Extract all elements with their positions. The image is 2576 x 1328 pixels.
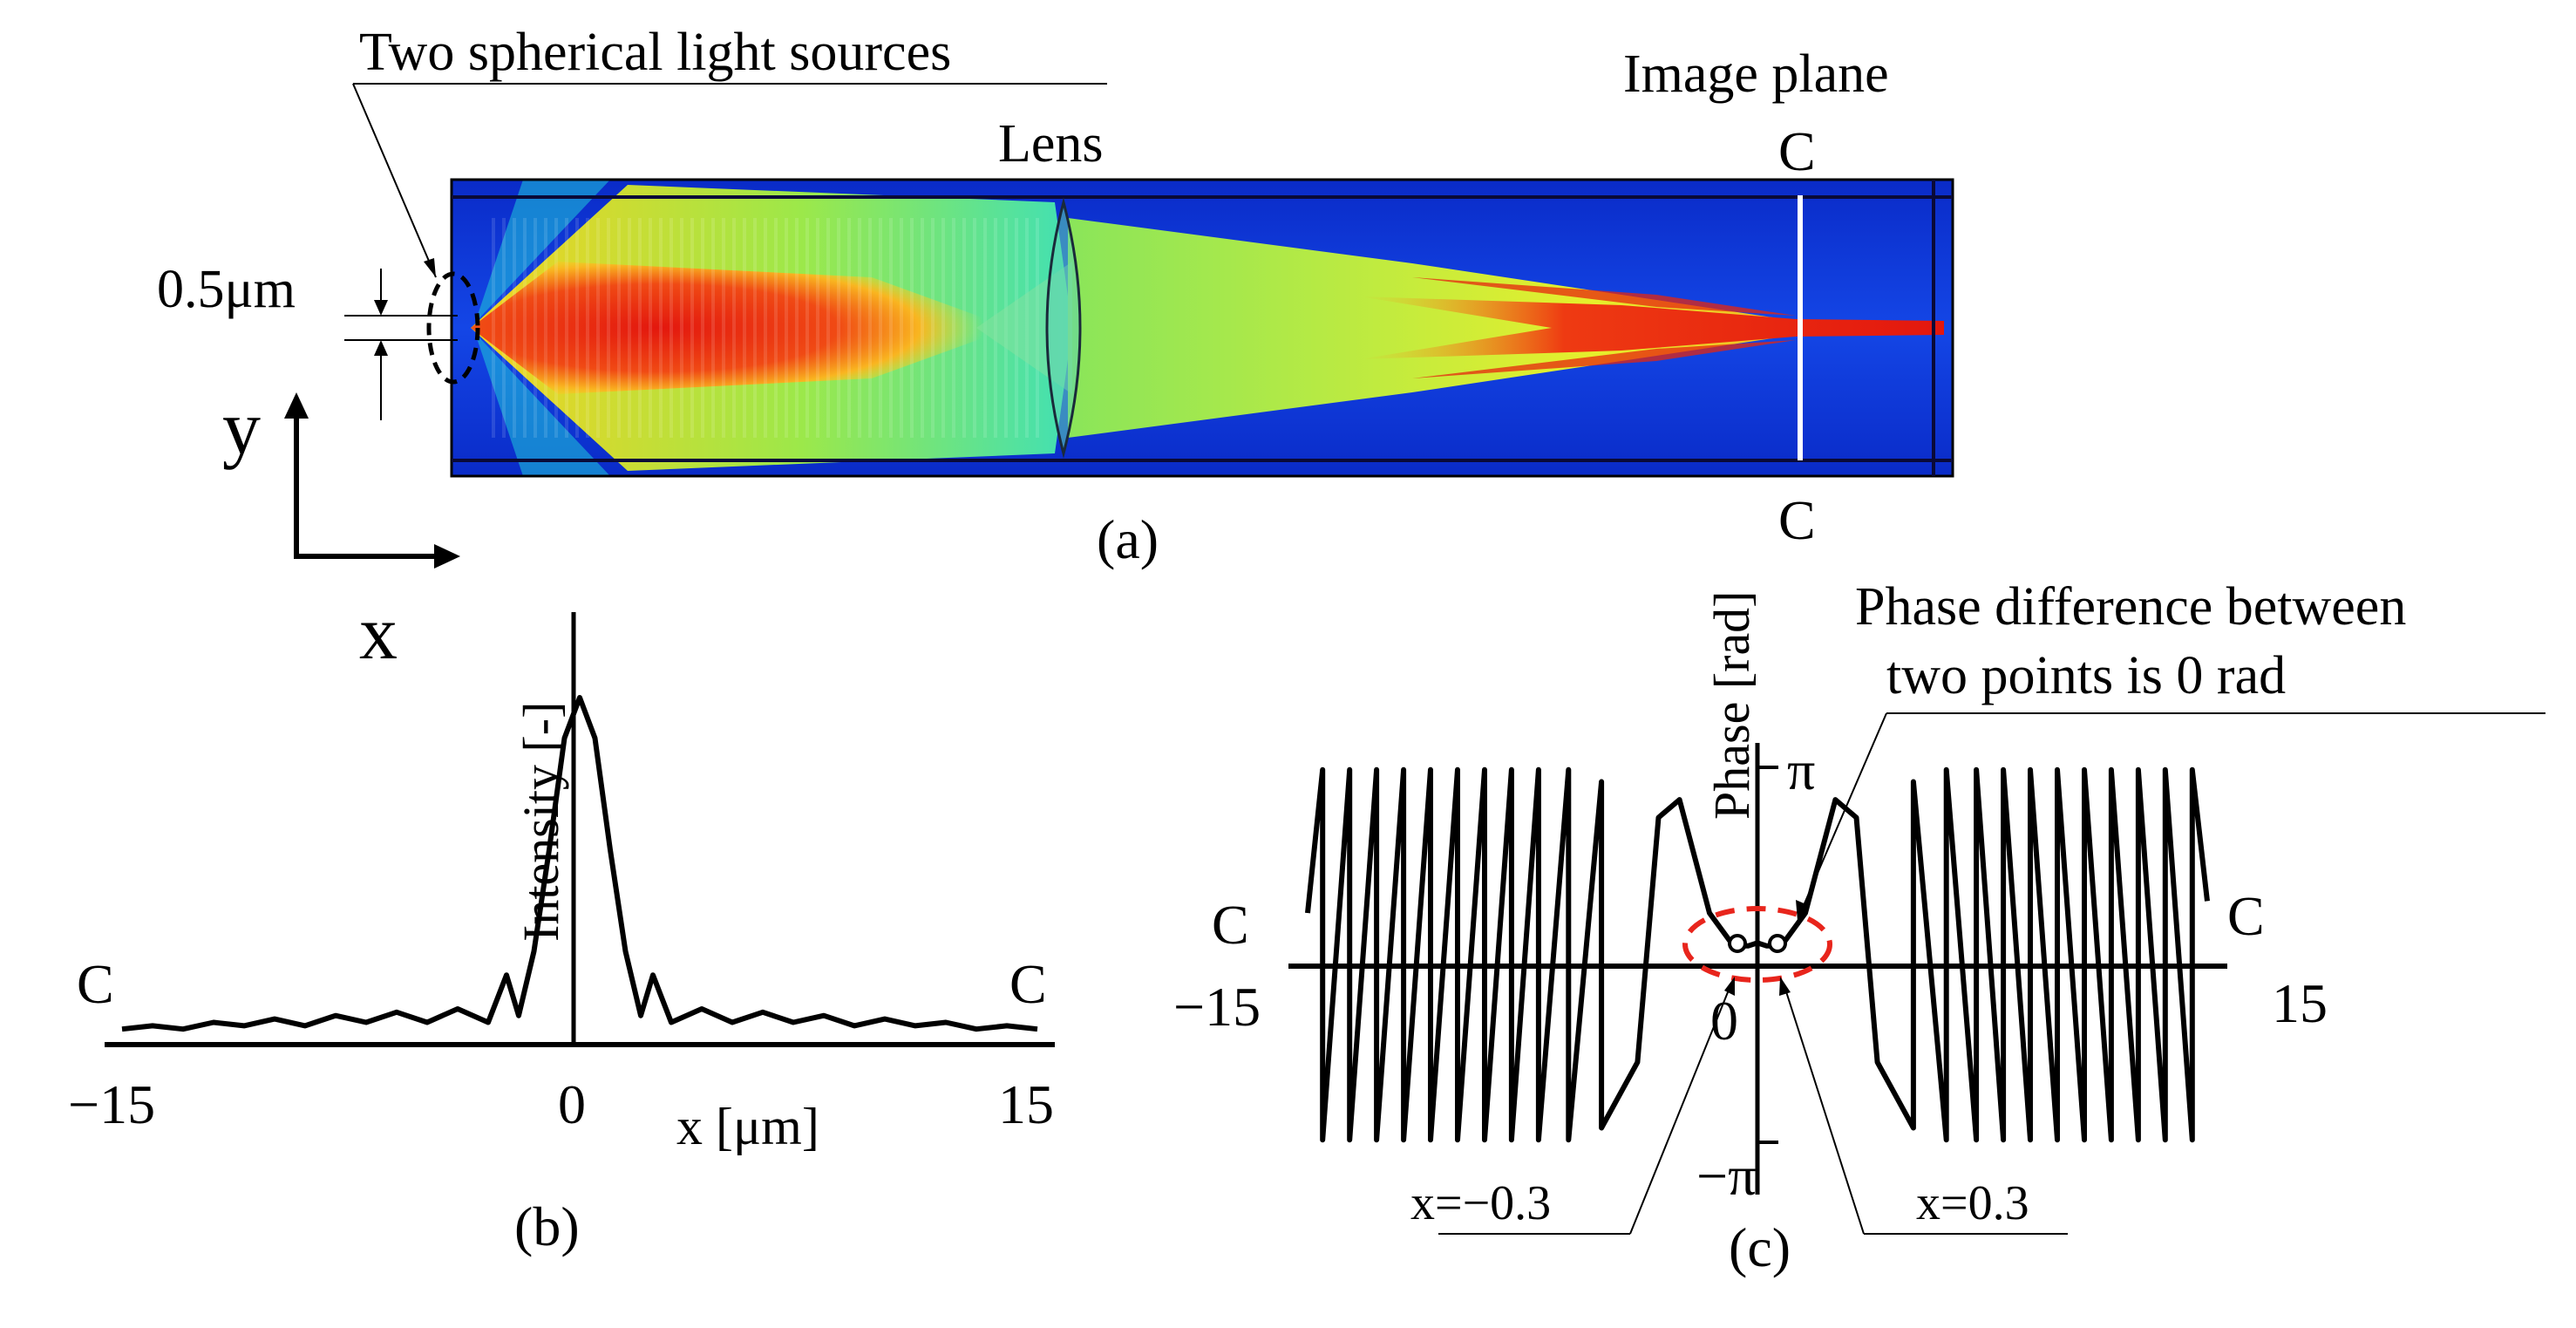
right-point-marker (1768, 934, 1787, 953)
field-frame (450, 178, 1954, 478)
phase-ylabel: Phase [rad] (1703, 590, 1760, 820)
x-axis-label: x (359, 591, 398, 676)
beam-cone-after-lens (1068, 218, 1944, 438)
left-point-arrowhead (1724, 977, 1735, 996)
phase-note-leader (1798, 712, 1887, 916)
intensity-xlabel: x [μm] (676, 1098, 819, 1155)
beam-upper-lobe (1412, 277, 1796, 316)
sources-label: Two spherical light sources (359, 23, 951, 82)
phase-x-max: 15 (2272, 972, 2328, 1034)
left-point-marker (1728, 934, 1747, 953)
y-axis-arrowhead (284, 392, 309, 419)
fringe-overlay (488, 218, 1046, 438)
intensity-plot: Intensity [-] C C −15 0 15 x [μm] (b) (68, 612, 1055, 1257)
phase-note-line1: Phase difference between (1855, 577, 2406, 637)
axes-indicator: y x (222, 386, 460, 676)
left-point-label: x=−0.3 (1410, 1176, 1551, 1230)
sources-leader-arrowhead (424, 258, 436, 277)
intensity-left-marker: C (77, 953, 114, 1015)
intensity-x-zero: 0 (558, 1073, 586, 1135)
separation-arrowhead-up (374, 340, 388, 356)
separation-arrowhead-down (374, 300, 388, 316)
lens-shape (1045, 197, 1082, 459)
phase-right-marker: C (2227, 885, 2265, 947)
plane-top-marker: C (1778, 120, 1816, 182)
plane-bottom-marker: C (1778, 489, 1816, 551)
x-axis-arrowhead (434, 544, 460, 569)
intensity-right-marker: C (1009, 953, 1047, 1015)
image-plane-label: Image plane (1623, 44, 1889, 104)
phase-neg-pi-label: −π (1696, 1145, 1756, 1207)
phase-note-arrowhead (1796, 900, 1808, 921)
phase-curve (1305, 766, 2210, 1143)
right-point-arrowhead (1779, 977, 1791, 996)
phase-plot: Phase [rad] π −π C C −15 0 15 Phase diff… (1173, 577, 2545, 1278)
intensity-curve (121, 695, 1038, 1032)
phase-pi-label: π (1787, 739, 1815, 801)
beam-focus-core (1360, 296, 1944, 359)
simulation-field (452, 180, 1953, 476)
right-point-leader (1783, 983, 1865, 1235)
phase-left-marker: C (1212, 894, 1249, 956)
intensity-ylabel: Intensity [-] (513, 702, 569, 942)
phase-x-min: −15 (1173, 976, 1261, 1038)
lens-label: Lens (998, 114, 1104, 174)
phase-note-line2: two points is 0 rad (1886, 646, 2286, 705)
panel-c-caption: (c) (1729, 1216, 1791, 1278)
beam-lower-lobe (1412, 340, 1796, 378)
sources-leader (352, 83, 437, 278)
intensity-x-min: −15 (68, 1073, 155, 1135)
left-point-leader (1629, 983, 1732, 1235)
right-point-label: x=0.3 (1916, 1176, 2029, 1230)
y-axis-label: y (222, 386, 261, 471)
intensity-x-max: 15 (998, 1073, 1054, 1135)
panel-b-caption: (b) (514, 1195, 580, 1257)
separation-label: 0.5μm (157, 260, 296, 319)
zero-phase-highlight (1682, 906, 1832, 983)
panel-a-caption: (a) (1097, 508, 1159, 570)
light-sources-ellipse (426, 271, 480, 385)
